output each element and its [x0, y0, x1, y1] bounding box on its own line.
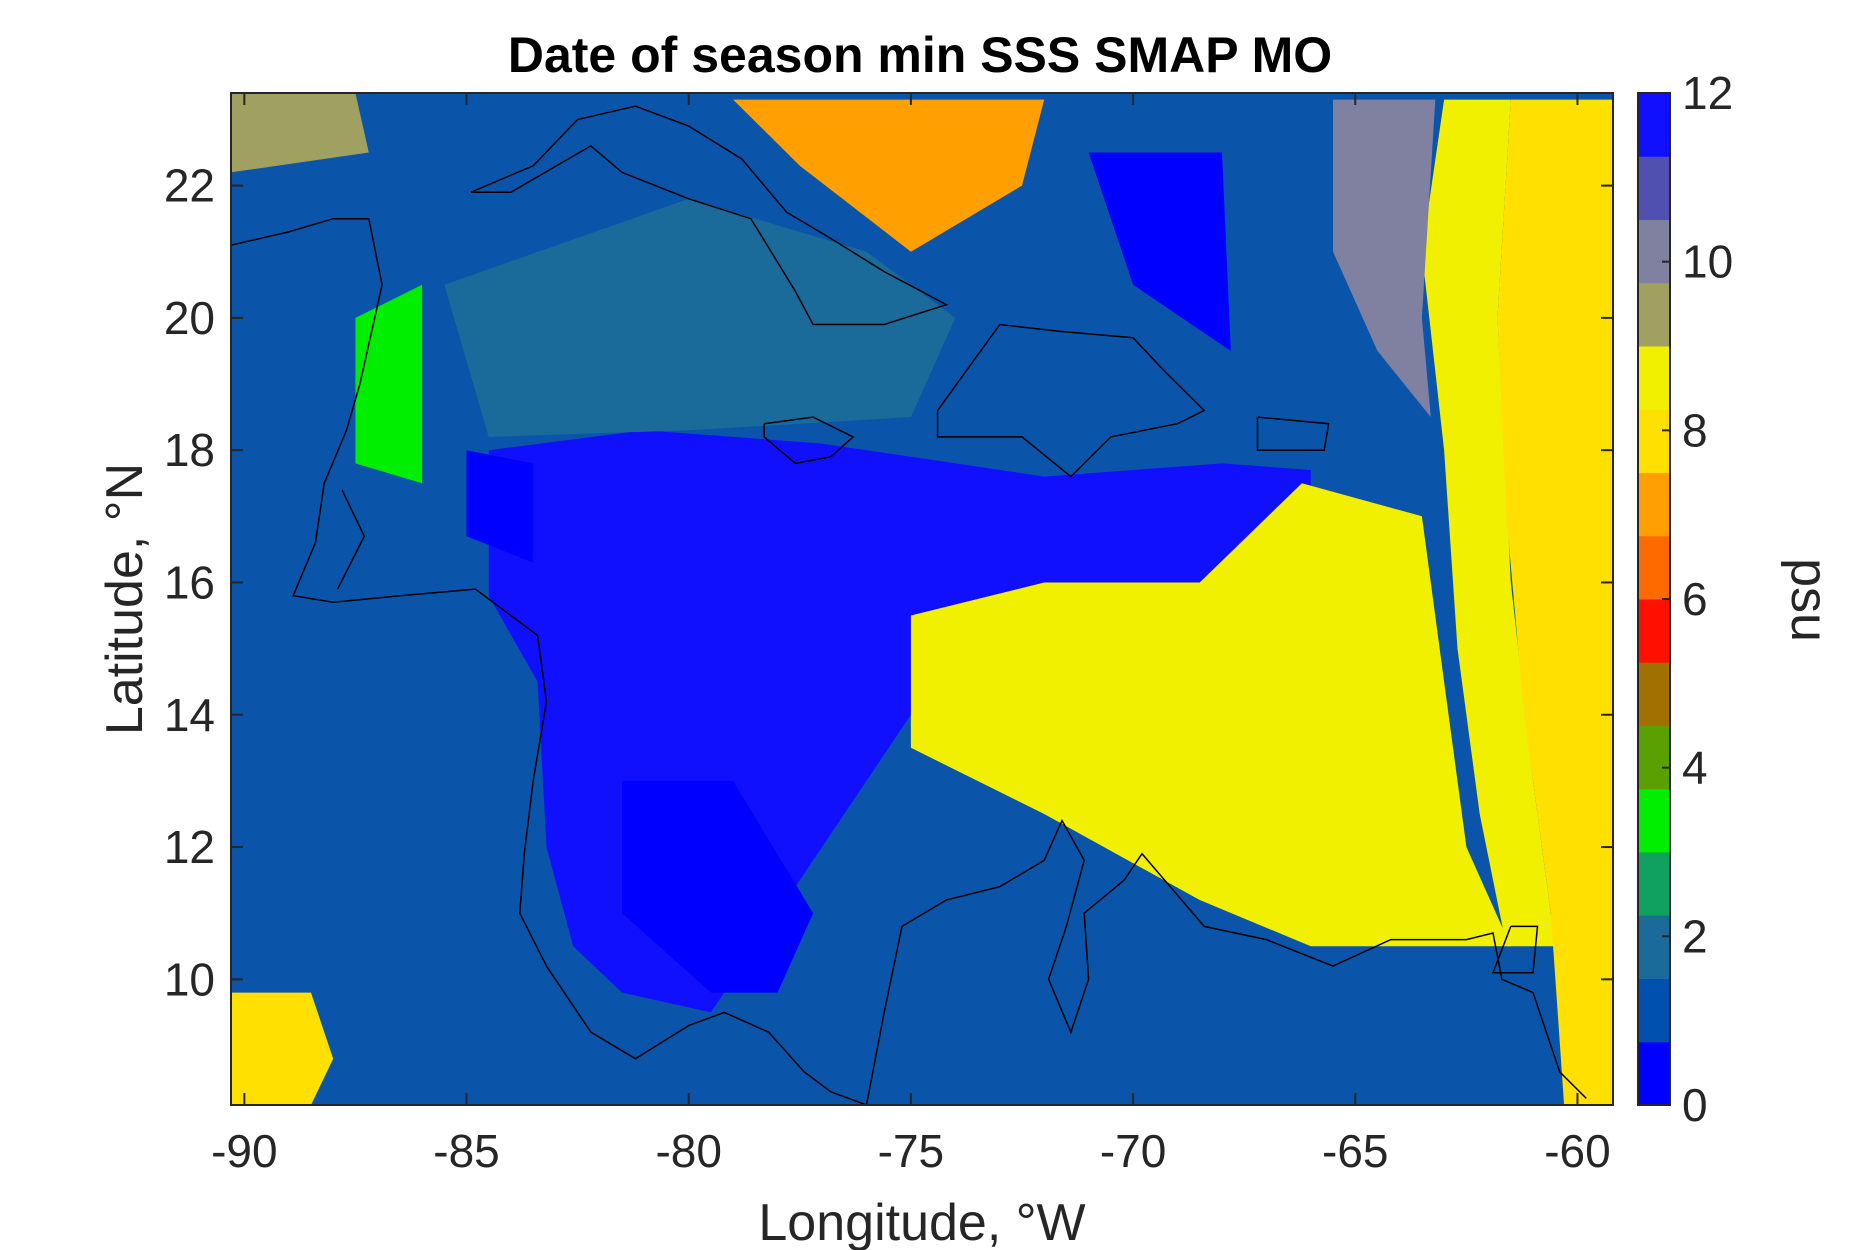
colorbar-tick-label: 12 [1682, 67, 1733, 119]
colorbar-segment [1638, 472, 1670, 537]
y-tick-label: 20 [164, 292, 215, 344]
colorbar-segment [1638, 535, 1670, 600]
coastline-6 [1491, 925, 1539, 974]
region-mosquitia-blue [622, 780, 814, 993]
coastline-0 [231, 217, 867, 1105]
colorbar-segment [1638, 282, 1670, 347]
region-mexico-yellow [231, 93, 369, 173]
y-tick-label: 12 [164, 821, 215, 873]
colorbar-tick-label: 0 [1682, 1079, 1708, 1131]
colorbar-tick-label: 4 [1682, 742, 1708, 794]
colorbar-segment [1638, 219, 1670, 284]
plot-area [231, 93, 1613, 1105]
colorbar: 0 2 4 6 8 10 12 [1637, 67, 1733, 1131]
coastline-4 [936, 323, 1206, 478]
x-tick-label: -75 [878, 1125, 944, 1177]
y-tick-label: 18 [164, 424, 215, 476]
x-tick-label: -80 [655, 1125, 721, 1177]
y-tick-label: 22 [164, 160, 215, 212]
colorbar-segment [1638, 1041, 1670, 1106]
colorbar-segment [1638, 725, 1670, 790]
region-nw-caribbean-green [444, 198, 956, 437]
y-tick-label: 14 [164, 689, 215, 741]
x-tick-label: -85 [433, 1125, 499, 1177]
colorbar-segment [1638, 93, 1670, 157]
coastline-3 [763, 416, 855, 465]
x-axis-title: Longitude, °W [758, 1194, 1085, 1250]
coastlines [231, 105, 1587, 1105]
colorbar-segment [1638, 788, 1670, 853]
colorbar-segment [1638, 409, 1670, 473]
region-atlantic-far-east [1497, 99, 1613, 1105]
colorbar-segment [1638, 346, 1670, 410]
coastline-2 [470, 105, 949, 326]
coastline-5 [1256, 416, 1330, 451]
x-tick-label: -90 [211, 1125, 277, 1177]
chart-title: Date of season min SSS SMAP MO [508, 27, 1332, 83]
region-turks-blue [1088, 152, 1231, 351]
heatmap-regions [231, 93, 1613, 1105]
region-pacific-west [231, 992, 334, 1105]
colorbar-segment [1638, 662, 1670, 726]
colorbar-segment [1638, 978, 1670, 1043]
colorbar-tick-label: 6 [1682, 573, 1708, 625]
region-gulf-honduras-green [355, 284, 423, 484]
coastline-1 [865, 818, 1587, 1105]
region-bahamas-mix [733, 99, 1045, 252]
colorbar-tick-label: 10 [1682, 236, 1733, 288]
colorbar-segment [1638, 599, 1670, 663]
colorbar-segment [1638, 915, 1670, 979]
colorbar-segment [1638, 156, 1670, 220]
y-axis: 10 12 14 16 18 20 22 [164, 160, 1613, 1005]
region-honduras-blue [466, 450, 534, 563]
plot-frame [230, 92, 1614, 1106]
colorbar-tick-label: 8 [1682, 404, 1708, 456]
x-tick-label: -65 [1322, 1125, 1388, 1177]
x-tick-label: -60 [1544, 1125, 1610, 1177]
region-venezuela-plume [910, 483, 1511, 947]
y-tick-label: 16 [164, 556, 215, 608]
y-tick-label: 10 [164, 953, 215, 1005]
coastline-7 [336, 489, 366, 590]
region-atlantic-olive [1333, 99, 1436, 418]
x-tick-label: -70 [1100, 1125, 1166, 1177]
colorbar-segment [1638, 852, 1670, 916]
colorbar-tick-label: 2 [1682, 910, 1708, 962]
y-axis-title: Latitude, °N [96, 463, 154, 735]
region-atlantic-east-band [1421, 99, 1556, 947]
x-axis: -90 -85 -80 -75 -70 -65 -60 [211, 93, 1611, 1177]
colorbar-label: psu [1780, 558, 1838, 642]
